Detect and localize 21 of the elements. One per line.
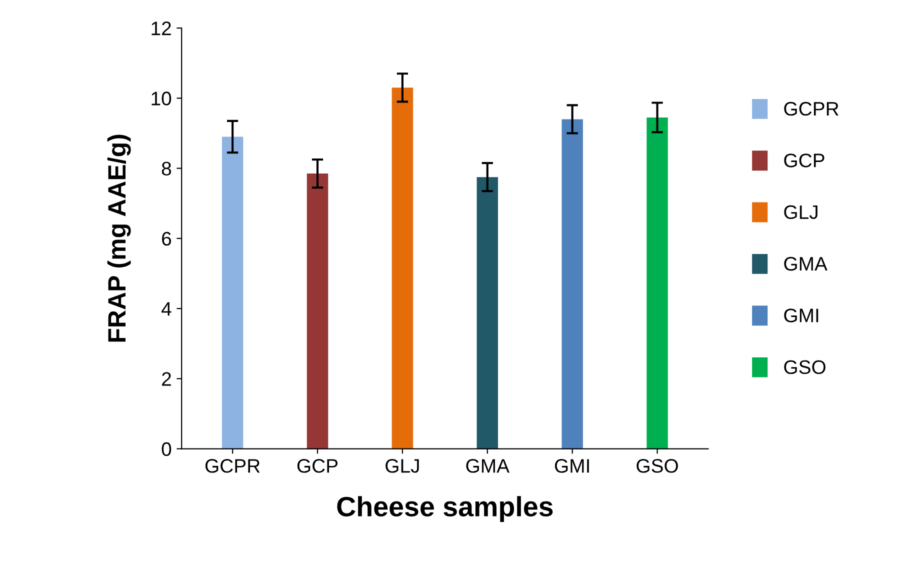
x-tick-label: GLJ (386, 459, 419, 473)
y-axis-title: FRAP (mg AAE/g) (107, 134, 131, 342)
y-tick-label: 10 (152, 92, 172, 106)
x-tick-label: GMI (554, 459, 589, 473)
y-tick-label: 12 (152, 22, 171, 36)
x-axis-title: Cheese samples (337, 496, 553, 522)
x-tick-label: GCP (297, 459, 338, 473)
y-tick-label: 6 (162, 232, 172, 246)
legend-label: GMA (784, 256, 828, 271)
x-tick-label: GCPR (205, 459, 260, 473)
legend-label: GLJ (784, 205, 818, 220)
legend-label: GCP (784, 154, 824, 168)
y-tick-label: 4 (162, 302, 172, 316)
legend-label: GSO (784, 360, 826, 374)
legend-label: GCPR (784, 102, 838, 116)
x-tick-label: GSO (636, 459, 678, 473)
y-tick-label: 8 (162, 162, 172, 176)
y-tick-label: 0 (162, 442, 172, 456)
legend-label: GMI (784, 308, 818, 322)
y-tick-label: 2 (162, 372, 171, 386)
x-tick-label: GMA (466, 459, 510, 473)
